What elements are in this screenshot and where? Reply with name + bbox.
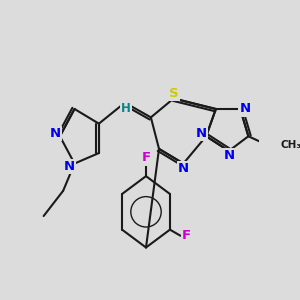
Text: F: F xyxy=(141,152,151,164)
Text: H: H xyxy=(121,102,131,115)
Text: CH₃: CH₃ xyxy=(280,140,300,150)
Text: N: N xyxy=(50,127,61,140)
Text: N: N xyxy=(178,162,189,175)
Text: N: N xyxy=(64,160,75,173)
Text: N: N xyxy=(240,103,251,116)
Text: F: F xyxy=(182,229,191,242)
Text: N: N xyxy=(223,149,234,162)
Text: S: S xyxy=(169,87,178,100)
Text: N: N xyxy=(196,127,207,140)
